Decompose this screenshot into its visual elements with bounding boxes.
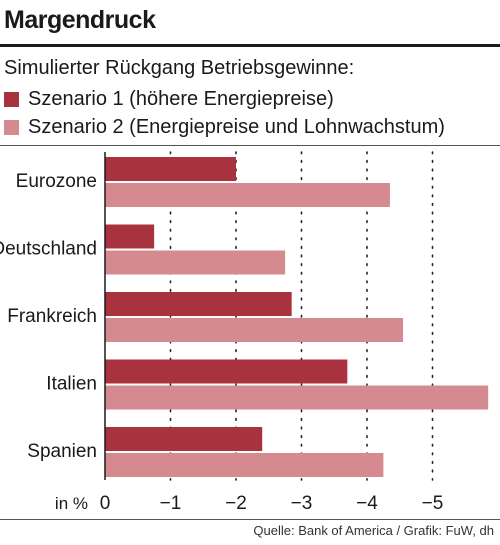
legend-swatch-scenario-2 <box>4 119 19 135</box>
bar-spanien-scenario-2 <box>105 453 384 477</box>
bottom-rule <box>0 519 500 520</box>
legend-item-scenario-1: Szenario 1 (höhere Energiepreise) <box>4 87 334 111</box>
legend-label-scenario-2: Szenario 2 (Energiepreise und Lohnwachst… <box>28 115 445 138</box>
bar-frankreich-scenario-1 <box>105 292 292 316</box>
legend-swatch-scenario-1 <box>4 91 19 107</box>
x-axis-label: in % <box>55 494 88 513</box>
bar-spanien-scenario-1 <box>105 427 263 451</box>
bar-deutschland-scenario-2 <box>105 250 286 275</box>
bar-frankreich-scenario-2 <box>105 318 404 342</box>
x-tick-label-0: 0 <box>100 493 111 514</box>
chart-subtitle: Simulierter Rückgang Betriebsgewinne: <box>4 57 355 79</box>
bar-italien-scenario-2 <box>105 385 489 410</box>
x-tick-label-4: −4 <box>356 493 378 514</box>
x-tick-label-3: −3 <box>291 493 313 514</box>
bar-deutschland-scenario-1 <box>105 224 155 249</box>
category-label-frankreich: Frankreich <box>7 306 97 327</box>
legend-item-scenario-2: Szenario 2 (Energiepreise und Lohnwachst… <box>4 115 445 139</box>
category-label-spanien: Spanien <box>27 441 97 462</box>
bar-eurozone-scenario-2 <box>105 183 390 207</box>
category-label-eurozone: Eurozone <box>16 171 97 192</box>
bar-eurozone-scenario-1 <box>105 157 236 181</box>
legend-rule <box>0 145 500 146</box>
bar-italien-scenario-1 <box>105 359 348 384</box>
title-rule <box>0 44 500 47</box>
chart-title: Margendruck <box>4 6 156 34</box>
category-label-deutschland: Deutschland <box>0 239 97 260</box>
category-label-italien: Italien <box>46 374 97 395</box>
x-tick-label-5: −5 <box>422 493 444 514</box>
x-tick-label-1: −1 <box>160 493 182 514</box>
legend-label-scenario-1: Szenario 1 (höhere Energiepreise) <box>28 87 334 110</box>
source-note: Quelle: Bank of America / Grafik: FuW, d… <box>253 523 494 538</box>
x-tick-label-2: −2 <box>225 493 247 514</box>
